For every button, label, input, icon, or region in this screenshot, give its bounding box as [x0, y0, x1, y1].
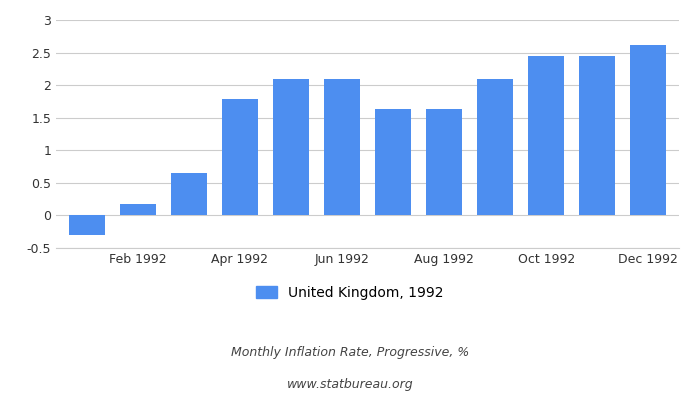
Bar: [631, 45, 666, 216]
Bar: [375, 109, 411, 216]
Bar: [222, 99, 258, 216]
Bar: [477, 79, 513, 216]
Bar: [426, 109, 462, 216]
Bar: [120, 204, 155, 216]
Bar: [580, 56, 615, 216]
Bar: [273, 79, 309, 216]
Bar: [324, 79, 360, 216]
Text: www.statbureau.org: www.statbureau.org: [287, 378, 413, 391]
Legend: United Kingdom, 1992: United Kingdom, 1992: [251, 280, 449, 305]
Bar: [528, 56, 564, 216]
Text: Monthly Inflation Rate, Progressive, %: Monthly Inflation Rate, Progressive, %: [231, 346, 469, 359]
Bar: [69, 216, 104, 235]
Bar: [171, 173, 206, 216]
